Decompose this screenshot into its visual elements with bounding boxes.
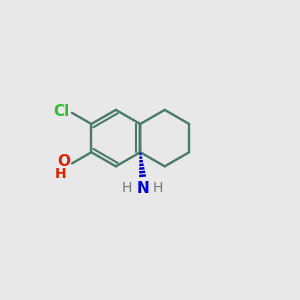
Text: H: H bbox=[153, 182, 163, 196]
Text: N: N bbox=[136, 181, 149, 196]
Text: Cl: Cl bbox=[53, 104, 70, 119]
Text: H: H bbox=[122, 182, 132, 196]
Text: H: H bbox=[55, 167, 67, 181]
Text: O: O bbox=[58, 154, 70, 169]
